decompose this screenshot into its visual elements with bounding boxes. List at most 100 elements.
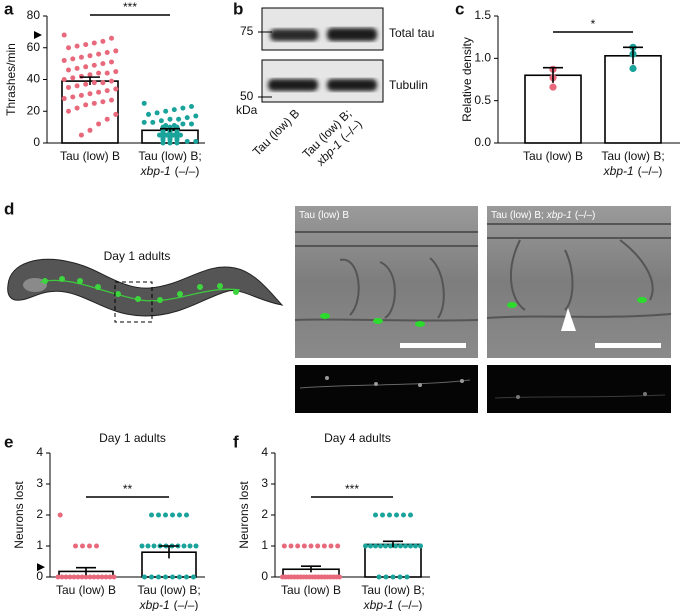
data-point	[109, 35, 114, 41]
data-point	[163, 574, 168, 580]
worm-label: Day 1 adults	[104, 249, 171, 263]
y-tick-label: 2	[36, 507, 43, 521]
panel-label: d	[4, 199, 14, 218]
label-part: (–/–)	[175, 164, 200, 178]
gfp-neuron	[507, 297, 647, 308]
tissue	[294, 231, 479, 322]
data-point	[163, 108, 169, 114]
y-tick-label: 3	[261, 476, 268, 490]
axis-arrow	[34, 31, 42, 40]
image-label: Tau (low) B	[299, 210, 349, 221]
data-point	[308, 543, 314, 549]
label-part: xbp-1	[139, 598, 170, 611]
y-tick-label: 80	[27, 8, 41, 22]
error-bar	[383, 540, 403, 548]
data-point	[184, 115, 190, 121]
data-point	[95, 574, 101, 580]
y-tick-label: 1	[36, 538, 43, 552]
data-point	[83, 42, 89, 48]
data-point	[150, 119, 156, 125]
data-point	[109, 59, 114, 65]
data-point	[66, 67, 71, 73]
gfp-soma	[325, 376, 464, 387]
x-tick-label: xbp-1 (–/–)	[139, 598, 199, 611]
data-point	[393, 543, 398, 549]
scale-bar	[595, 343, 661, 348]
panel-label: b	[233, 0, 243, 18]
data-point	[100, 99, 106, 105]
x-tick-label: Tau (low) B;	[361, 583, 424, 597]
y-tick-label: 2	[261, 507, 268, 521]
data-point	[184, 574, 189, 580]
data-point	[61, 32, 67, 38]
data-point	[181, 543, 187, 549]
data-point	[167, 116, 173, 122]
panel-label: c	[455, 0, 464, 18]
data-point	[61, 77, 67, 82]
data-point	[104, 50, 110, 56]
data-point	[104, 116, 110, 122]
data-point	[151, 543, 157, 549]
blot-row-label: Total tau	[389, 26, 434, 40]
data-point	[75, 574, 81, 580]
data-point	[337, 574, 342, 580]
data-point	[401, 512, 406, 518]
significance: ***	[345, 482, 359, 496]
x-tick-label: Tau (low) B	[281, 583, 341, 597]
data-point	[191, 574, 196, 580]
axis-arrow	[37, 563, 45, 572]
data-point	[328, 543, 334, 549]
data-point	[78, 54, 84, 60]
lane-label: Tau (low) B	[250, 106, 302, 158]
data-point	[390, 574, 396, 580]
data-point	[160, 140, 166, 146]
data-point	[163, 512, 168, 518]
panel-label: e	[4, 432, 13, 451]
data-point	[281, 543, 287, 549]
data-point	[91, 40, 97, 46]
data-point	[80, 543, 85, 549]
data-point	[156, 574, 161, 580]
data-point	[180, 121, 186, 127]
blot-row-label: Tubulin	[389, 78, 428, 92]
data-point	[73, 543, 78, 549]
neurons	[42, 276, 239, 303]
data-point	[141, 119, 147, 125]
mw-marker: 50	[240, 89, 254, 103]
data-point	[87, 543, 92, 549]
y-tick-label: 4	[261, 445, 268, 459]
data-point	[363, 543, 368, 549]
data-point	[141, 100, 147, 106]
data-point	[413, 543, 418, 549]
data-point	[87, 91, 93, 97]
data-point	[394, 512, 399, 518]
error-bar	[543, 66, 563, 83]
significance: *	[591, 17, 596, 31]
x-tick-label: Tau (low) B;	[601, 149, 664, 163]
data-point	[83, 64, 89, 70]
y-tick-label: 0	[261, 569, 268, 583]
data-point	[184, 512, 189, 518]
data-point	[156, 512, 161, 518]
error-bar	[623, 46, 643, 65]
label-part: xbp-1	[140, 164, 171, 178]
data-point	[70, 56, 76, 62]
data-point	[146, 111, 151, 117]
bar	[364, 543, 422, 578]
label-part: (–/–)	[398, 598, 423, 611]
label-part: xbp-1	[363, 598, 394, 611]
y-tick-label: 4	[36, 445, 43, 459]
data-point	[403, 543, 408, 549]
x-tick-label: xbp-1 (–/–)	[603, 164, 663, 178]
microscopy: Tau (low) B Tau (low) B; xbp-1 (–/–)	[294, 206, 672, 413]
band	[327, 79, 377, 91]
x-tick-label: Tau (low) B	[60, 149, 120, 163]
mw-marker: 75	[240, 24, 254, 38]
mw-unit: kDa	[236, 103, 258, 117]
error-bar	[160, 127, 180, 132]
y-tick-label: 3	[36, 476, 43, 490]
y-tick-label: 20	[27, 103, 41, 117]
y-tick-label: 60	[27, 40, 41, 54]
error-bar	[159, 545, 179, 559]
data-point	[83, 81, 89, 87]
